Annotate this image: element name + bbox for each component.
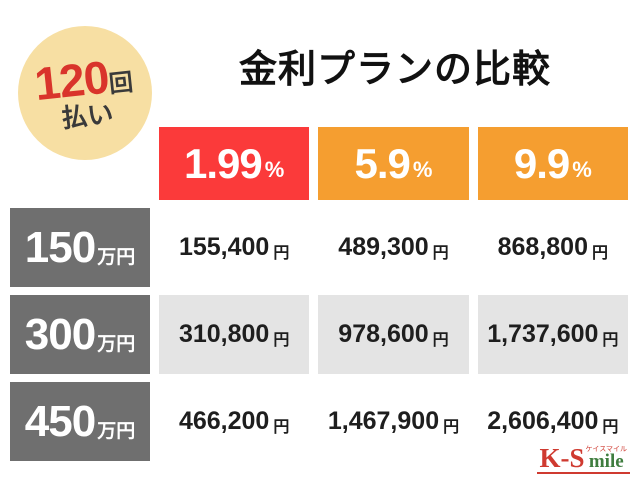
row-header-300: 300 万円 (10, 295, 150, 374)
amount-unit: 万円 (97, 421, 136, 442)
cell-unit: 円 (273, 419, 290, 436)
table-corner-spacer (10, 127, 150, 200)
comparison-table: 1.99 % 5.9 % 9.9 % 150 万円 155,400 円 489,… (10, 127, 628, 461)
amount-value: 450 (24, 396, 96, 446)
rate-unit: % (572, 156, 592, 182)
cell-value: 1,467,900 (327, 407, 440, 435)
table-cell-450-2: 1,467,900 円 (318, 382, 469, 461)
payment-count-badge: 120回 払い (18, 26, 152, 160)
table-cell-300-1: 310,800 円 (159, 295, 310, 374)
amount-value: 150 (24, 222, 96, 272)
row-header-150: 150 万円 (10, 208, 150, 287)
table-cell-150-2: 489,300 円 (318, 208, 469, 287)
rate-header-3: 9.9 % (477, 127, 628, 200)
amount-unit: 万円 (97, 334, 136, 355)
rate-value: 5.9 (354, 139, 411, 187)
cell-unit: 円 (432, 245, 449, 262)
logo-text-mile: mile (588, 450, 624, 472)
cell-value: 466,200 (178, 407, 270, 435)
row-header-450: 450 万円 (10, 382, 150, 461)
payment-count-unit: 回 (107, 69, 135, 99)
table-cell-150-1: 155,400 円 (159, 208, 310, 287)
cell-unit: 円 (432, 332, 449, 349)
logo-text-ks: K-S (539, 443, 585, 474)
cell-value: 868,800 (497, 233, 588, 261)
cell-unit: 円 (443, 419, 460, 436)
table-cell-150-3: 868,800 円 (477, 208, 628, 287)
company-logo: K-S ケイスマイル mile (536, 443, 630, 474)
table-cell-300-2: 978,600 円 (318, 295, 469, 374)
rate-header-1: 1.99 % (159, 127, 310, 200)
cell-value: 155,400 (178, 233, 270, 261)
logo-kana-text: ケイスマイル (585, 445, 627, 453)
amount-value: 300 (24, 309, 96, 359)
cell-value: 489,300 (338, 233, 429, 261)
cell-value: 978,600 (338, 320, 429, 348)
logo-right-block: ケイスマイル mile (585, 445, 627, 472)
cell-unit: 円 (602, 332, 619, 349)
table-cell-450-1: 466,200 円 (159, 382, 310, 461)
cell-unit: 円 (273, 332, 290, 349)
cell-value: 1,737,600 (487, 320, 599, 348)
rate-header-2: 5.9 % (318, 127, 469, 200)
cell-value: 2,606,400 (487, 407, 599, 435)
payment-count-badge-text: 120回 払い (32, 50, 137, 135)
cell-value: 310,800 (178, 320, 270, 348)
table-cell-300-3: 1,737,600 円 (477, 295, 628, 374)
amount-unit: 万円 (97, 247, 136, 268)
rate-value: 1.99 (184, 139, 263, 187)
cell-unit: 円 (273, 245, 290, 262)
rate-value: 9.9 (513, 139, 570, 187)
table-cell-450-3: 2,606,400 円 (477, 382, 628, 461)
cell-unit: 円 (602, 419, 619, 436)
rate-unit: % (264, 156, 285, 182)
rate-unit: % (412, 156, 433, 182)
page-title: 金利プランの比較 (238, 49, 551, 91)
cell-unit: 円 (592, 245, 609, 262)
